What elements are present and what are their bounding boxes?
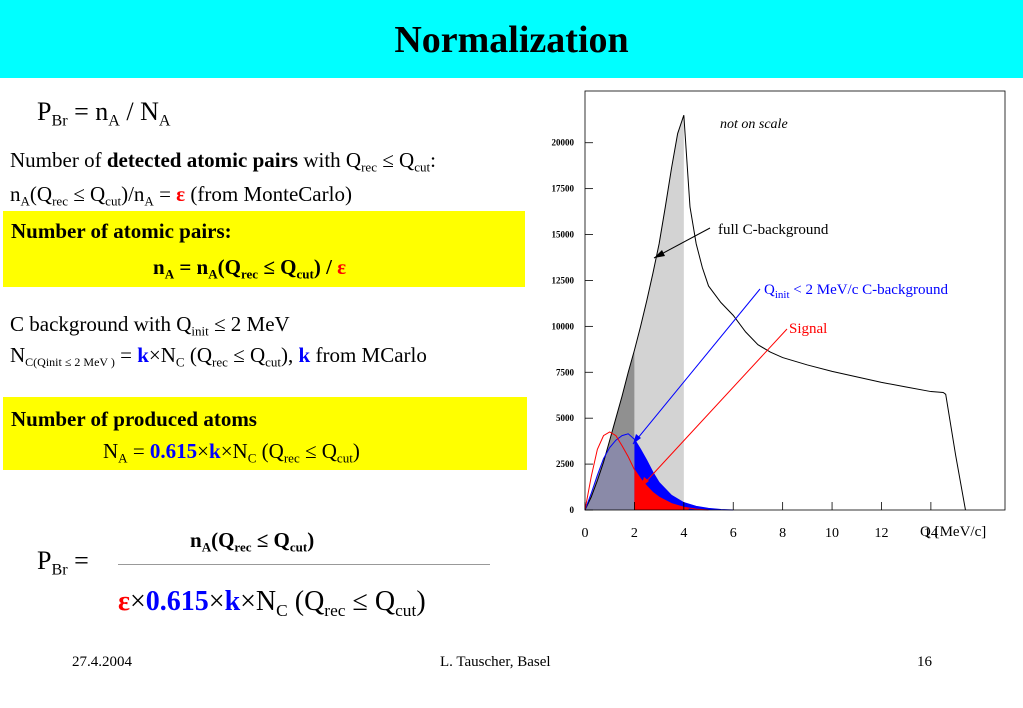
x-tick-label: 2 xyxy=(631,526,638,541)
signal-line xyxy=(584,431,709,511)
y-tick-label: 17500 xyxy=(552,184,575,194)
qinit-fill-low xyxy=(585,433,635,510)
qinit-background-line xyxy=(584,433,734,511)
efficiency-line: nA(Qrec ≤ Qcut)/nA = ε (from MonteCarlo) xyxy=(10,182,352,209)
signal-arrow xyxy=(640,328,788,488)
full-background-annotation: full C-background xyxy=(718,222,829,238)
qinit-arrow xyxy=(632,288,761,445)
x-tick-label: 0 xyxy=(582,526,589,541)
x-axis-label: Q [MeV/c] xyxy=(920,524,986,540)
footer-page-number: 16 xyxy=(917,654,932,670)
full-arrowhead xyxy=(654,250,665,258)
detected-pairs-line: Number of detected atomic pairs with Qre… xyxy=(10,148,436,175)
footer-date: 27.4.2004 xyxy=(72,654,132,670)
y-tick-label: 15000 xyxy=(552,230,575,240)
y-tick-label: 5000 xyxy=(556,413,575,423)
qinit-annotation: Qinit < 2 MeV/c C-background xyxy=(764,282,948,301)
qinit-arrowhead xyxy=(633,434,641,444)
y-tick-label: 2500 xyxy=(556,459,575,469)
y-tick-label: 0 xyxy=(570,505,575,515)
plot-frame xyxy=(584,90,1006,511)
slide-title: Normalization xyxy=(394,19,629,61)
nc-line: NC(Qinit ≤ 2 MeV ) = k×NC (Qrec ≤ Qcut),… xyxy=(10,343,427,370)
note-annotation: not on scale xyxy=(720,117,788,132)
c-background-line: C background with Qinit ≤ 2 MeV xyxy=(10,312,290,339)
pbr-definition: PBr = nA / NA xyxy=(37,97,171,130)
x-tick-label: 8 xyxy=(779,526,786,541)
x-tick-label: 12 xyxy=(874,526,888,541)
x-tick-label: 10 xyxy=(825,526,839,541)
title-bar xyxy=(0,0,1023,78)
fraction-line xyxy=(118,564,490,565)
footer-author: L. Tauscher, Basel xyxy=(440,654,551,670)
produced-atoms-formula: NA = 0.615×k×NC (Qrec ≤ Qcut) xyxy=(103,439,360,466)
x-tick-label: 6 xyxy=(730,526,737,541)
produced-atoms-box: Number of produced atoms NA = 0.615×k×NC… xyxy=(3,397,527,470)
atomic-pairs-box: Number of atomic pairs: nA = nA(Qrec ≤ Q… xyxy=(3,211,525,287)
atomic-pairs-formula: nA = nA(Qrec ≤ Qcut) / ε xyxy=(153,255,347,282)
produced-atoms-title: Number of produced atoms xyxy=(11,407,257,431)
epsilon-symbol: ε xyxy=(176,182,186,206)
qinit-fill xyxy=(634,439,734,510)
y-tick-label: 12500 xyxy=(552,275,575,285)
full-background-line xyxy=(584,115,966,511)
signal-fill xyxy=(634,469,689,510)
x-tick-label: 14 xyxy=(924,526,938,541)
signal-arrowhead xyxy=(641,477,649,487)
y-tick-label: 7500 xyxy=(556,367,575,377)
atomic-pairs-title: Number of atomic pairs: xyxy=(11,219,232,243)
final-pbr-label: PBr = xyxy=(37,546,89,579)
q-distribution-chart: 0 2 4 6 8 10 12 14 0 2500 5000 7500 10000 12500 15000 1… xyxy=(552,90,1006,541)
x-tick-label: 4 xyxy=(680,526,687,541)
y-tick-label: 10000 xyxy=(552,321,575,331)
fraction-denominator: ε×0.615×k×NC (Qrec ≤ Qcut) xyxy=(118,586,426,621)
full-background-fill-light xyxy=(634,115,684,510)
y-tick-label: 20000 xyxy=(552,138,575,148)
fraction-numerator: nA(Qrec ≤ Qcut) xyxy=(190,528,315,555)
signal-annotation: Signal xyxy=(789,321,827,337)
